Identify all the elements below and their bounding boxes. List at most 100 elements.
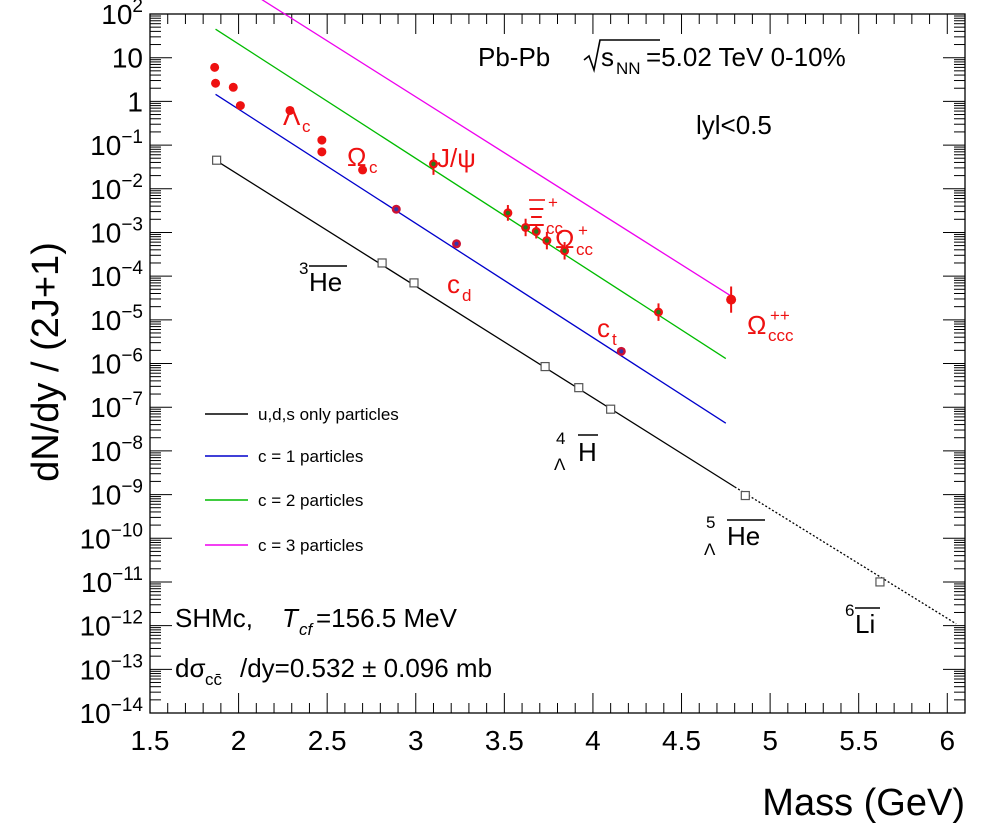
charm2-point-core — [562, 248, 567, 253]
axis-ticks — [149, 13, 966, 714]
charm2-point-core — [656, 309, 661, 315]
label-omega-ccc-sup: ++ — [770, 306, 790, 325]
hadron-point — [228, 82, 238, 92]
y-tick-label: 10 — [112, 43, 143, 74]
y-tick-label: 10−7 — [90, 389, 143, 423]
nuclei-labels: 3 He 4 Λ H 5 Λ He 6 Li — [299, 259, 880, 639]
x-tick-label: 5 — [762, 725, 778, 756]
label-c-t-sub: t — [612, 330, 617, 349]
charm2-point-core — [431, 161, 436, 167]
xsec-subscript: cc̄ — [205, 670, 223, 689]
model-line — [215, 159, 736, 488]
tcf-subscript: cf — [299, 620, 315, 639]
y-tick-label: 10−8 — [90, 433, 143, 467]
y-tick-label: 10−10 — [80, 520, 143, 554]
label-jpsi: J/ψ — [437, 143, 476, 173]
label-he5l: He — [727, 521, 760, 551]
y-tick-label: 10−14 — [80, 695, 144, 729]
x-tick-label: 4 — [585, 725, 601, 756]
model-annotation: SHMc, T cf =156.5 MeV dσ cc̄ /dy=0.532 ±… — [175, 603, 492, 689]
system-annotation: Pb-Pb s NN =5.02 TeV 0-10% lyl<0.5 — [478, 39, 846, 140]
xsec-prefix: dσ — [175, 653, 206, 683]
label-lambda-c-sub: c — [302, 117, 311, 136]
label-omega-cc-sup: + — [578, 221, 588, 240]
nucleus-point — [540, 361, 550, 372]
data-points — [210, 62, 885, 587]
nucleus-point — [409, 278, 419, 288]
energy-label: =5.02 TeV 0-10% — [646, 42, 846, 72]
sqrt-sign — [583, 39, 660, 73]
hadron-point — [317, 135, 327, 145]
y-tick-label: 102 — [101, 0, 143, 30]
x-tick-label: 3 — [408, 725, 424, 756]
y-tick-label: 10−6 — [90, 346, 143, 380]
system-label: Pb-Pb — [478, 42, 550, 72]
tcf-symbol: T — [282, 603, 300, 633]
model-line — [215, 28, 727, 360]
y-tick-label: 1 — [127, 86, 143, 117]
model-lines — [215, 0, 957, 625]
label-li6-sup: 6 — [845, 601, 854, 620]
label-omega-cc: Ω — [555, 224, 574, 254]
x-tick-label: 2 — [231, 725, 247, 756]
nucleus-point — [606, 404, 616, 414]
sqrt-s-subscript: NN — [616, 59, 641, 78]
hadron-point — [317, 147, 327, 157]
label-c-d: c — [447, 269, 460, 299]
plot-frame — [149, 13, 966, 714]
label-he5l-sub: Λ — [704, 540, 716, 559]
x-tick-labels: 1.5 2 2.5 3 3.5 4 4.5 5 5.5 6 — [131, 725, 956, 756]
y-tick-label: 10−13 — [80, 651, 143, 685]
y-tick-label: 10−12 — [80, 608, 143, 642]
charm2-point-core — [505, 210, 511, 216]
label-he5l-sup: 5 — [706, 513, 715, 532]
label-c-d-sub: d — [462, 286, 471, 305]
label-c-t: c — [597, 313, 610, 343]
y-tick-label: 10−3 — [90, 214, 143, 248]
y-tick-label: 10−11 — [81, 564, 143, 598]
nucleus-point — [574, 383, 584, 393]
nucleus-point — [740, 490, 750, 501]
legend-label-c1: c = 1 particles — [258, 447, 363, 466]
hadron-point — [235, 101, 245, 111]
charm1-point-core — [619, 349, 624, 354]
x-tick-label: 3.5 — [485, 725, 524, 756]
tcf-value: =156.5 MeV — [316, 603, 458, 633]
y-tick-label: 10−2 — [90, 171, 143, 205]
x-tick-label: 6 — [939, 725, 955, 756]
label-he3: He — [309, 267, 342, 297]
y-tick-label: 10−9 — [90, 477, 143, 511]
label-omega-c: Ω — [347, 142, 366, 172]
label-xi-cc-sup: + — [548, 193, 558, 212]
nucleus-point — [212, 155, 222, 165]
model-line — [261, 0, 732, 297]
legend-label-c2: c = 2 particles — [258, 491, 363, 510]
legend-label-uds: u,d,s only particles — [258, 405, 399, 424]
model-line — [734, 486, 957, 625]
nucleus-point — [875, 577, 885, 587]
model-line — [215, 93, 727, 424]
legend-label-c3: c = 3 particles — [258, 536, 363, 555]
charm1-point-core — [454, 241, 459, 246]
y-tick-labels: 102 10 1 10−1 10−2 10−3 10−4 10−5 10−6 10−7 10−8 10… — [80, 0, 144, 729]
label-li6: Li — [855, 609, 875, 639]
label-h4l-sup: 4 — [556, 429, 565, 448]
x-tick-label: 2.5 — [308, 725, 347, 756]
x-tick-label: 1.5 — [131, 725, 170, 756]
y-tick-label: 10−1 — [90, 127, 143, 161]
xsec-value: /dy=0.532 ± 0.096 mb — [240, 653, 492, 683]
charm2-point-core — [534, 229, 539, 234]
hadron-point — [211, 78, 221, 88]
label-lambda-c: Λ — [283, 101, 301, 131]
rapidity-label: lyl<0.5 — [696, 110, 772, 140]
x-tick-label: 4.5 — [662, 725, 701, 756]
particle-labels: Λ c Ω c J/ψ Ξ cc + Ω cc + Ω ccc ++ c d c… — [283, 101, 794, 349]
hadron-point — [358, 165, 368, 175]
model-label: SHMc, — [175, 603, 253, 633]
label-xi-cc-sub: cc — [546, 219, 564, 238]
legend: u,d,s only particles c = 1 particles c =… — [205, 405, 399, 555]
y-tick-label: 10−5 — [90, 302, 143, 336]
label-xi-cc: Ξ — [528, 202, 545, 232]
label-he3-sup: 3 — [299, 259, 308, 278]
